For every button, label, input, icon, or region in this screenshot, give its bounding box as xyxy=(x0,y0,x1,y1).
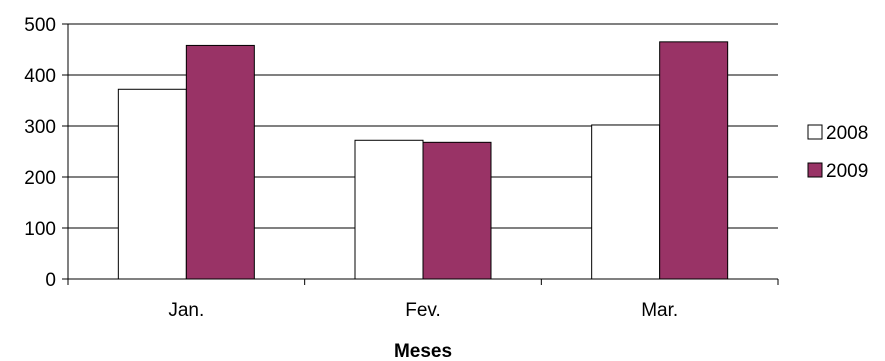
x-axis-title: Meses xyxy=(394,341,452,361)
axes xyxy=(62,23,779,285)
x-tick-label: Mar. xyxy=(641,300,678,321)
legend-swatch-2009 xyxy=(807,162,823,178)
y-tick-label: 200 xyxy=(24,168,56,189)
y-tick-label: 500 xyxy=(24,15,56,36)
bar-2009-jan xyxy=(185,44,255,280)
legend-label-2009: 2009 xyxy=(826,161,868,182)
legend-label-2008: 2008 xyxy=(826,123,868,144)
y-tick-label: 400 xyxy=(24,66,56,87)
y-tick-label: 100 xyxy=(24,219,56,240)
legend: 2008 2009 xyxy=(807,123,868,182)
x-tick-labels: Jan. Fev. Mar. xyxy=(168,300,678,321)
bar-2008-fev xyxy=(354,139,424,280)
x-tick-label: Fev. xyxy=(405,300,441,321)
y-tick-labels: 0 100 200 300 400 500 xyxy=(24,15,56,291)
bar-2009-fev xyxy=(422,141,492,280)
bar-2008-mar xyxy=(591,124,661,280)
legend-swatch-2008 xyxy=(807,124,823,140)
y-tick-label: 300 xyxy=(24,117,56,138)
bar-2009-mar xyxy=(659,41,729,280)
x-tick-label: Jan. xyxy=(168,300,204,321)
bar-2008-jan xyxy=(117,88,187,280)
y-tick-label: 0 xyxy=(45,270,56,291)
bars xyxy=(117,41,729,280)
